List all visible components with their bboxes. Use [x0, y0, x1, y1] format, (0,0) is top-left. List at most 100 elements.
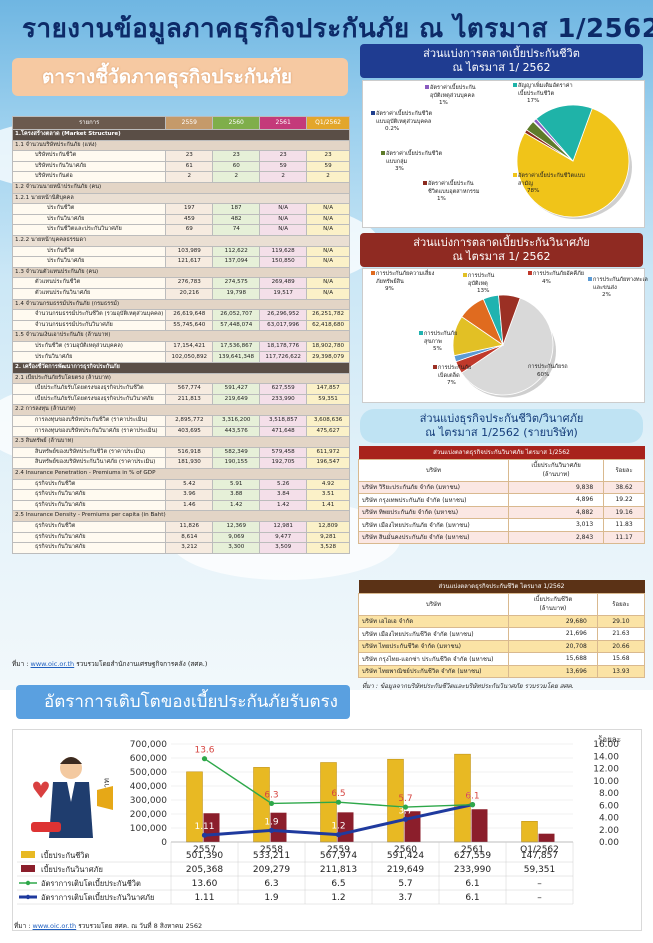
table-row: สินทรัพย์ของบริษัทประกันชีวิต (ราคาประเม… [11, 446, 350, 459]
rank-pct: 11.83 [603, 518, 645, 532]
life-rank-table: ส่วนแบ่งตลาดธุรกิจประกันชีวิต ไตรมาส 1/2… [358, 580, 646, 678]
legend-series-name: อัตราการเติบโตเบี้ยประกันวินาศภัย [41, 892, 154, 902]
cell-value: 112,622 [212, 245, 261, 258]
cell-value: 219,649 [212, 393, 261, 406]
table-cell-value: 3.7 [398, 893, 412, 903]
cell-value: 5.26 [259, 478, 308, 491]
rank-premium: 2,843 [507, 530, 605, 544]
rank-premium: 9,838 [507, 480, 605, 494]
row-label: ประกันวินาศภัย [11, 256, 167, 268]
table-row: ธุรกิจประกันชีวิต 5.42 5.91 5.26 4.92 [11, 478, 350, 491]
rank-name: บริษัท ทิพยประกันภัย จำกัด (มหาชน) [358, 505, 509, 519]
pie-label: อัตราค่าเบี้ยประกันชีวิตแบบอุตสาหกรรม 1% [423, 181, 482, 204]
nonlife-growth-point [402, 816, 409, 822]
cell-value: 26,619,648 [165, 309, 214, 321]
cell-value: 3.51 [306, 489, 350, 501]
pie-label-percent: 5% [433, 346, 442, 352]
cell-value: 190,155 [212, 457, 261, 469]
life-growth-point [402, 804, 409, 810]
source-prefix: ที่มา : [14, 922, 33, 930]
cell-value: 3,300 [212, 542, 261, 554]
table-row: ประกันชีวิต (รวมอุบัติเหตุส่วนบุคคล) 17,1… [11, 340, 350, 353]
row-label: จำนวนกรมธรรม์ประกันชีวิต (รวมอุบัติเหตุส… [11, 309, 167, 321]
pie-slice [498, 294, 521, 346]
nonlife-rank-caption: ส่วนแบ่งตลาดธุรกิจประกันวินาศภัย ไตรมาส … [358, 446, 645, 459]
cell-value: 1.46 [165, 499, 214, 512]
cell-value: 17,536,867 [212, 340, 261, 353]
table-row: ธุรกิจประกันวินาศภัย 8,614 9,069 9,477 9,281 [11, 531, 350, 544]
nonlife-rank-table: ส่วนแบ่งตลาดธุรกิจประกันวินาศภัย ไตรมาส … [358, 446, 645, 544]
y2-axis-label: ร้อยละ [598, 735, 621, 744]
cell-value: 2 [212, 171, 261, 183]
pie-label-percent: 78% [527, 188, 540, 194]
row-label: สินทรัพย์ของบริษัทประกันชีวิต (ราคาประเม… [11, 446, 167, 459]
table-row: ธุรกิจประกันวินาศภัย 1.46 1.42 1.42 1.41 [11, 499, 350, 512]
life-rank-header: บริษัท เบี้ยประกันชีวิต (ล้านบาท) ร้อยละ [358, 592, 646, 616]
pie-label-text: การประกันภัยทางทะเลและขนส่ง [593, 277, 648, 291]
legend-series-name: เบี้ยประกันวินาศภัย [41, 864, 103, 874]
cell-value: N/A [306, 203, 350, 215]
pie-label: การประกันภัยสุขภาพ 5% [419, 331, 470, 354]
life-growth-point [335, 799, 342, 805]
rank-pct: 15.68 [596, 652, 646, 666]
table-cell-value: 6.3 [264, 879, 278, 889]
cell-value: 11,826 [165, 520, 214, 533]
cell-value: 12,369 [212, 520, 261, 533]
cell-value: 55,745,640 [165, 319, 214, 332]
table-cell-value: 627,559 [454, 851, 491, 861]
table-cell-value: 1.2 [331, 893, 345, 903]
row-label: บริษัทประกันชีวิต [11, 150, 167, 162]
table-row: ประกันวินาศภัย 121,617 137,094 150,850 N/A [11, 256, 350, 268]
cell-value: 3,518,857 [259, 415, 308, 427]
cell-value: 197 [165, 203, 214, 215]
pie-label-percent: 13% [477, 288, 490, 294]
cell-value: 26,296,952 [259, 309, 308, 321]
table-row: จำนวนกรมธรรม์ประกันวินาศภัย 55,745,640 57,… [11, 319, 350, 332]
source-link[interactable]: www.oic.or.th [32, 922, 77, 930]
pie-label: อัตราค่าเบี้ยประกันชีวิตแบบกลุ่ม 3% [381, 151, 444, 174]
subsection-row: 1.2.2 นายหน้าบุคคลธรรมดา [12, 234, 350, 247]
cell-value: 471,648 [259, 425, 308, 438]
col-premium: เบี้ยประกันวินาศภัย (ล้านบาท) [507, 458, 605, 482]
legend-swatch [371, 111, 375, 115]
nonlife-growth-data-label: 1.2 [331, 822, 345, 832]
cell-value: 117,726,622 [259, 351, 308, 364]
row-label: 2.2 การลงทุน (ล้านบาท) [12, 404, 350, 417]
pie-label-percent: 9% [385, 286, 394, 292]
pie-chart [452, 294, 556, 398]
page-title: รายงานข้อมูลภาคธุรกิจประกันภัย ณ ไตรมาส … [22, 14, 653, 44]
section-row: 2. เครื่องชี้วัดการพัฒนาการธุรกิจประกันภ… [12, 362, 350, 374]
cell-value: 403,695 [165, 425, 214, 438]
row-label: 2.4 Insurance Penetration - Premiums in … [12, 468, 350, 480]
life-growth-data-label: 5.7 [398, 794, 412, 804]
cell-value: 119,628 [259, 245, 308, 258]
pie-label-text: การประกันภัยสุขภาพ [424, 331, 458, 345]
pie-label-percent: 17% [527, 98, 540, 104]
pie-label-text: อัตราค่าเบี้ยประกันชีวิตแบบอุตสาหกรรม [428, 181, 480, 195]
cell-value: 3,528 [306, 542, 350, 554]
cell-value: 147,857 [306, 383, 350, 395]
y2-tick-label: 10.00 [593, 777, 619, 787]
row-label: เบี้ยประกันภัยรับโดยตรงของธุรกิจประกันวิ… [11, 393, 167, 406]
rank-name: บริษัท วิริยะประกันภัย จำกัด (มหาชน) [358, 480, 509, 494]
rank-heading: ส่วนแบ่งธุรกิจประกันชีวิต/วินาศภัย ณ ไตร… [360, 409, 643, 443]
x-tick-label: 2560 [394, 845, 417, 855]
row-label: 1.3 จำนวนตัวแทนประกันภัย (คน) [12, 266, 350, 279]
cell-value: N/A [306, 224, 350, 236]
row-label: 1.2.1 นายหน้านิติบุคคล [12, 192, 350, 205]
col-percent: ร้อยละ [603, 458, 645, 482]
x-tick-label: 2561 [461, 845, 484, 855]
cell-value: 3,509 [259, 542, 308, 554]
row-label: เบี้ยประกันภัยรับโดยตรงของธุรกิจประกันชี… [11, 383, 167, 395]
cell-value: 1.42 [212, 499, 261, 512]
life-share-heading-line1: ส่วนแบ่งการตลาดเบี้ยประกันชีวิต [423, 47, 580, 60]
table-row: ประกันชีวิต 103,989 112,622 119,628 N/A [11, 245, 350, 258]
y-tick-label: 200,000 [130, 810, 167, 820]
cell-value: 12,809 [306, 520, 350, 533]
pie-label-percent: 2% [602, 292, 611, 298]
source-link[interactable]: www.oic.or.th [30, 660, 75, 668]
cell-value: 2,895,772 [165, 415, 214, 427]
growth-banner: อัตราการเติบโตของเบี้ยประกันภัยรับตรง [16, 685, 350, 719]
row-label: ตัวแทนประกันวินาศภัย [11, 287, 167, 300]
row-label: ธุรกิจประกันวินาศภัย [11, 531, 167, 544]
